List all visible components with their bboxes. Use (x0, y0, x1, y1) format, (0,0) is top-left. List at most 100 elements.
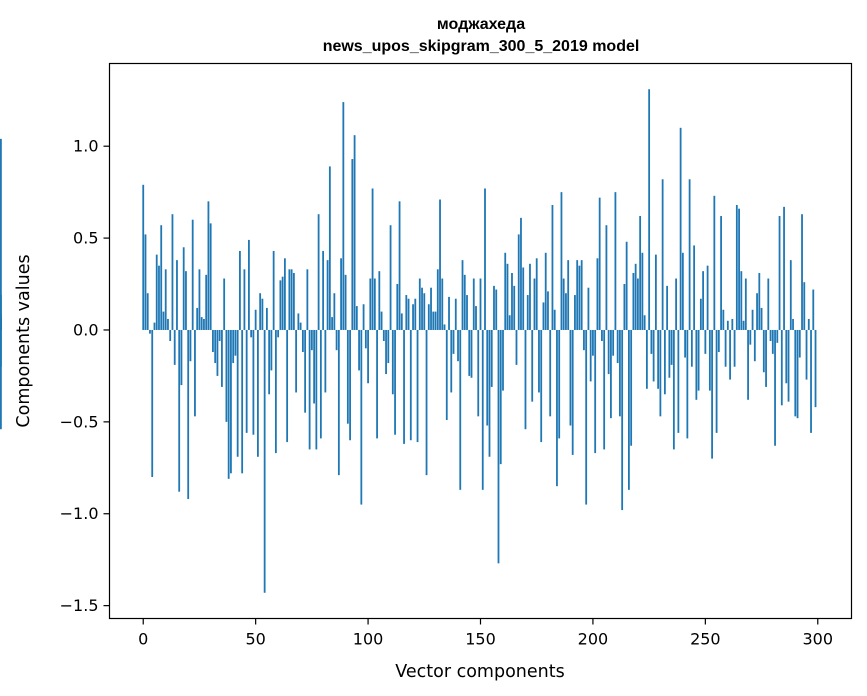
bar (241, 329, 244, 474)
bar (0, 329, 2, 367)
y-axis-label: Components values (14, 254, 34, 427)
bar (785, 329, 788, 384)
bar (261, 298, 264, 330)
bar (639, 216, 642, 330)
bar (522, 267, 525, 330)
bar (502, 329, 504, 391)
bar (198, 269, 201, 330)
bar (234, 329, 237, 356)
bar (731, 318, 734, 330)
bar (212, 329, 214, 353)
bar (382, 329, 385, 341)
bar (771, 329, 774, 354)
bar (497, 329, 500, 564)
bar (189, 329, 192, 362)
bar (414, 298, 417, 330)
bar (792, 318, 794, 330)
bar (216, 329, 219, 376)
bar (697, 329, 700, 391)
bar (142, 184, 145, 330)
bar (0, 329, 2, 430)
bar (412, 304, 414, 330)
bar (477, 329, 480, 417)
bar (567, 260, 570, 330)
bar (668, 329, 671, 378)
bar (583, 329, 585, 351)
bar (153, 322, 156, 330)
bar (173, 329, 176, 365)
bar (479, 278, 482, 330)
bar (796, 329, 799, 419)
bar (0, 318, 2, 330)
bar (542, 302, 545, 330)
bar (452, 329, 455, 354)
bar (239, 250, 241, 330)
bar (243, 269, 246, 330)
y-tick-label: 0.0 (73, 320, 98, 339)
bar (511, 273, 513, 330)
bar (445, 329, 448, 421)
bar (612, 329, 615, 356)
bar (805, 329, 808, 380)
bar (337, 329, 340, 476)
bar (747, 329, 749, 400)
bar (367, 329, 369, 384)
bar (556, 329, 558, 487)
y-axis: −1.5 −1.0 −0.5 0.0 0.5 1.0 (60, 137, 110, 615)
bar (717, 329, 720, 353)
bar (434, 311, 437, 330)
bar (598, 197, 601, 330)
bar (807, 318, 810, 330)
bar (535, 258, 538, 330)
bar (187, 329, 190, 500)
bar (385, 329, 387, 375)
bar (162, 311, 165, 330)
bar (353, 135, 356, 330)
bar (461, 260, 464, 330)
bar (391, 329, 394, 395)
bar (351, 159, 354, 330)
bar (571, 329, 574, 455)
bar (499, 329, 502, 465)
bar (742, 320, 745, 330)
bar (722, 309, 725, 330)
y-tick-label: −1.5 (60, 596, 99, 615)
bar (436, 269, 439, 330)
bar (738, 208, 740, 330)
bar (322, 250, 325, 330)
bar (378, 271, 381, 330)
bar (515, 329, 518, 365)
bar (760, 307, 763, 330)
bar (619, 329, 621, 417)
bar (301, 329, 304, 353)
bar (765, 329, 767, 387)
bar (504, 252, 507, 330)
bar (205, 274, 208, 330)
bars-group (0, 89, 817, 593)
bar (686, 329, 689, 439)
bar (720, 216, 722, 330)
bar (182, 247, 185, 330)
bar (751, 309, 754, 330)
bar (369, 278, 372, 330)
bar (690, 329, 693, 367)
bar (605, 225, 608, 330)
bar (230, 329, 232, 474)
bar (724, 329, 727, 367)
bar (308, 329, 311, 450)
bar (672, 329, 675, 450)
bar (794, 329, 797, 417)
bar (466, 295, 468, 330)
y-tick-label: 1.0 (73, 137, 98, 156)
bar (630, 329, 633, 446)
bar (702, 271, 704, 330)
bar (299, 322, 302, 330)
bar (744, 278, 747, 330)
bar (578, 265, 581, 330)
bar (508, 315, 511, 330)
bar (715, 329, 718, 433)
bar (335, 329, 338, 351)
bar (272, 250, 275, 330)
x-tick-label: 300 (802, 630, 833, 649)
bar (167, 318, 169, 330)
